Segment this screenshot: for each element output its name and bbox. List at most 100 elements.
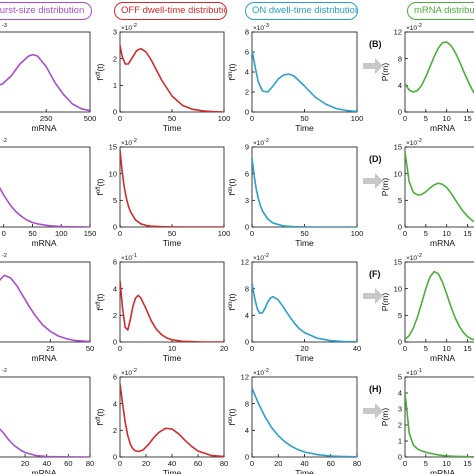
x-tick-label: 60 (327, 459, 335, 468)
chart-panel: 0 5 10 15 0 5 10 15 ×10-2 mRNA P(m) (F) (369, 253, 474, 363)
x-tick-label: 50 (28, 229, 36, 238)
x-tick-label: 15 (463, 229, 471, 238)
axis-multiplier: -3 (2, 23, 7, 29)
axes-frame (0, 146, 91, 228)
y-tick-label: 0 (245, 223, 249, 232)
x-tick-label: 40 (168, 459, 176, 468)
chart-panel: 0 20 40 0 4 8 12 ×10-2 Time fon(t) (227, 253, 361, 363)
axis-multiplier: ×10-2 (406, 138, 422, 147)
x-tick-label: 80 (353, 459, 361, 468)
chart-panel: 0 50 100 150 -2 mRNA (0, 138, 96, 248)
y-tick-label: 5 (398, 311, 402, 320)
axes-frame (119, 146, 225, 228)
chart-panel: 0 50 100 0 2 4 6 8 ×10-3 Time fon(t) (227, 23, 363, 133)
series-line (0, 186, 90, 227)
x-tick-label: 100 (218, 229, 231, 238)
x-tick-label: 5 (424, 229, 428, 238)
x-tick-label: 0 (118, 114, 122, 123)
x-tick-label: 0 (403, 114, 407, 123)
y-tick-label: 2 (398, 421, 402, 430)
axes-frame (119, 261, 225, 343)
x-tick-label: 80 (86, 459, 94, 468)
y-tick-label: 0 (398, 108, 402, 117)
panel-label: (H) (369, 384, 382, 394)
x-tick-label: 100 (218, 114, 231, 123)
y-axis-label: P(m) (380, 63, 390, 82)
y-axis-label: P(m) (380, 178, 390, 197)
y-tick-label: 0 (245, 338, 249, 347)
series-line (120, 280, 224, 342)
y-tick-label: 0 (398, 223, 402, 232)
axis-multiplier: ×10-1 (121, 253, 137, 262)
x-tick-label: 0 (118, 459, 122, 468)
chart-panel: 0 5 10 15 0 1 2 3 4 5 ×10-1 mRNA P(m) (H) (369, 368, 474, 474)
x-tick-label: 20 (300, 344, 308, 353)
axis-multiplier: ×10-2 (253, 253, 269, 262)
axis-multiplier: ×10-2 (406, 253, 422, 262)
y-tick-label: 4 (245, 426, 249, 435)
y-tick-label: 4 (245, 311, 249, 320)
y-tick-label: 15 (109, 143, 117, 152)
x-tick-label: 25 (46, 344, 54, 353)
y-axis-label: fon(t) (227, 63, 237, 80)
transition-arrow (363, 288, 383, 304)
y-tick-label: 4 (245, 68, 249, 77)
y-tick-label: 6 (245, 169, 249, 178)
axis-multiplier: ×10-2 (253, 368, 269, 377)
y-tick-label: 0 (113, 223, 117, 232)
y-tick-label: 0 (398, 453, 402, 462)
y-tick-label: 8 (398, 54, 402, 63)
x-axis-label: mRNA (430, 238, 455, 248)
y-axis-label: P(m) (380, 408, 390, 427)
chart-panel: 0 50 100 0 5 10 15 ×10-2 Time foff(t) (95, 138, 230, 248)
y-axis-label: foff(t) (95, 178, 105, 195)
y-tick-label: 12 (241, 258, 249, 267)
header-on-dwell-time: ON dwell-time distribution (245, 2, 358, 20)
x-tick-label: 10 (442, 229, 450, 238)
y-tick-label: 5 (398, 196, 402, 205)
chart-panel: 0 20 40 60 80 0 4 8 12 ×10-2 Time fon(t) (227, 368, 361, 474)
chart-panel: 250 500 -3 mRNA (0, 23, 96, 133)
x-axis-label: mRNA (31, 353, 56, 363)
axes-frame (119, 376, 225, 458)
y-axis-label: foff(t) (95, 293, 105, 310)
x-tick-label: 50 (86, 344, 94, 353)
panel-label: (F) (369, 269, 381, 279)
y-tick-label: 3 (113, 28, 117, 37)
axis-multiplier: ×10-2 (406, 23, 422, 32)
chart-panel: 0 5 10 15 0 4 8 12 ×10-2 mRNA P(m) (B) (369, 23, 474, 133)
x-tick-label: 0 (250, 114, 254, 123)
x-tick-label: 10 (442, 344, 450, 353)
transition-arrow (363, 173, 383, 189)
axis-multiplier: ×10-2 (253, 138, 269, 147)
chart-panel: 0 50 100 0 3 6 9 ×10-2 Time fon(t) (227, 138, 363, 248)
y-tick-label: 0 (245, 108, 249, 117)
x-tick-label: 100 (351, 114, 364, 123)
y-tick-label: 8 (245, 284, 249, 293)
series-line (0, 428, 90, 457)
series-line (405, 270, 474, 341)
axis-multiplier: ×10-3 (253, 23, 269, 32)
y-tick-label: 6 (245, 48, 249, 57)
axes-frame (251, 31, 358, 113)
x-tick-label: 250 (40, 114, 53, 123)
y-tick-label: 2 (245, 88, 249, 97)
y-tick-label: 4 (398, 81, 402, 90)
axes-frame (404, 31, 474, 113)
axes-frame (0, 261, 91, 343)
y-tick-label: 12 (394, 28, 402, 37)
x-axis-label: Time (163, 238, 182, 248)
series-line (0, 53, 90, 112)
x-tick-label: 100 (55, 229, 68, 238)
y-tick-label: 10 (394, 169, 402, 178)
x-axis-label: mRNA (31, 468, 56, 474)
x-tick-label: 0 (250, 229, 254, 238)
chart-panel: 25 50 -2 mRNA (0, 253, 94, 363)
y-tick-label: 10 (394, 284, 402, 293)
y-tick-label: 0 (113, 108, 117, 117)
axes-frame (404, 376, 474, 458)
y-tick-label: 6 (113, 258, 117, 267)
x-tick-label: 15 (463, 114, 471, 123)
x-tick-label: 60 (194, 459, 202, 468)
